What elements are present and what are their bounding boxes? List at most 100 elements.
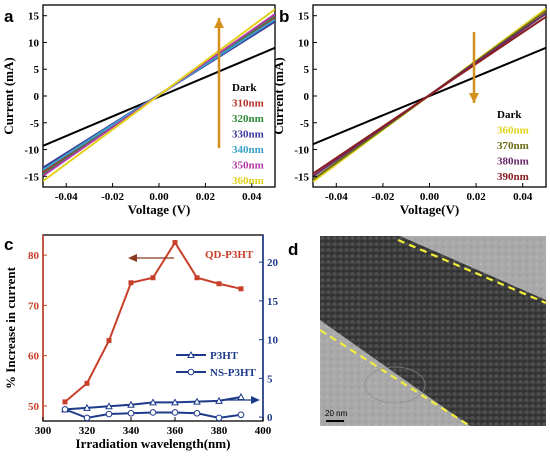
data-point-p3ht bbox=[215, 396, 223, 404]
series-line-390nm bbox=[313, 15, 546, 175]
legend-entry-360nm: 360nm bbox=[497, 125, 529, 137]
series-group-b bbox=[313, 7, 546, 183]
y-tick-label: 10 bbox=[298, 37, 310, 49]
data-point-qd-p3ht bbox=[128, 280, 134, 286]
data-point-p3ht bbox=[193, 397, 201, 405]
panel-label-c: c bbox=[4, 235, 13, 254]
data-point-qd-p3ht bbox=[106, 338, 112, 344]
y-right-tick-label: 15 bbox=[267, 296, 279, 308]
trend-arrow-head bbox=[469, 93, 479, 103]
data-point-qd-p3ht bbox=[62, 399, 68, 405]
x-axis-label: Voltage (V) bbox=[128, 202, 191, 217]
legend-entry-380nm: 380nm bbox=[497, 156, 529, 168]
x-tick-label: 300 bbox=[35, 425, 52, 437]
data-point-qd-p3ht bbox=[172, 240, 178, 246]
legend-entry-320nm: 320nm bbox=[232, 113, 264, 125]
y-right-tick-label: 20 bbox=[267, 257, 279, 269]
x-axis-label: Irradiation wavelength(nm) bbox=[76, 436, 231, 451]
data-point-ns-p3ht bbox=[215, 414, 223, 421]
tem-lower-region bbox=[320, 320, 470, 426]
x-tick-label: 0.02 bbox=[466, 191, 486, 203]
y-right-tick-label: 10 bbox=[267, 335, 279, 347]
data-point-p3ht bbox=[127, 400, 135, 408]
data-point-ns-p3ht bbox=[105, 410, 113, 418]
legend-entry-340nm: 340nm bbox=[232, 144, 264, 156]
scale-bar-label: 20 nm bbox=[325, 409, 348, 418]
data-point-ns-p3ht bbox=[61, 406, 69, 413]
x-tick-label: 0.00 bbox=[149, 191, 169, 203]
qd-axis-arrow-head bbox=[128, 254, 137, 262]
y-tick-label: -10 bbox=[294, 145, 309, 157]
y-tick-label: 0 bbox=[34, 91, 40, 103]
y-left-tick-label: 80 bbox=[28, 250, 40, 262]
data-point-qd-p3ht bbox=[150, 275, 156, 281]
legend-entry-370nm: 370nm bbox=[497, 140, 529, 152]
legend-entry-dark: Dark bbox=[497, 109, 522, 121]
data-point-ns-p3ht bbox=[83, 414, 91, 421]
data-point-qd-p3ht bbox=[84, 380, 90, 386]
y-axis-label: Current (mA) bbox=[271, 57, 286, 134]
panel-label-d: d bbox=[288, 240, 298, 259]
trend-arrow-head bbox=[214, 18, 224, 28]
x-tick-label: -0.02 bbox=[371, 191, 394, 203]
panel-label-b: b bbox=[279, 7, 289, 26]
x-tick-label: 0.04 bbox=[513, 191, 533, 203]
chart-c: 300 320 340 360 380 400 50 60 70 80 0 5 10 15 20 Irradi… bbox=[3, 234, 279, 451]
y-left-tick-label: 70 bbox=[28, 300, 40, 312]
y-left-tick-label: 50 bbox=[28, 401, 40, 413]
data-point-ns-p3ht bbox=[193, 409, 201, 417]
series-line-360nm bbox=[43, 8, 275, 182]
x-tick-label: 360 bbox=[167, 425, 184, 437]
legend-entry-360nm: 360nm bbox=[232, 175, 264, 187]
blue-axis-arrow-head bbox=[251, 396, 260, 404]
data-point-p3ht bbox=[171, 398, 179, 406]
data-point-ns-p3ht bbox=[149, 409, 157, 416]
chart-b: -0.04 -0.02 0.00 0.02 0.04 -15 -10 -5 0 5 10 15 Volt… bbox=[271, 4, 547, 217]
legend-entry-350nm: 350nm bbox=[232, 160, 264, 172]
tem-image: 20 nm bbox=[319, 236, 547, 427]
y-tick-label: 15 bbox=[298, 11, 310, 23]
chart-a: -0.04 -0.02 0.00 0.02 0.04 -15 -10 -5 0 5 10 15 Volt… bbox=[1, 4, 276, 217]
panel-label-a: a bbox=[4, 7, 14, 26]
data-point-p3ht bbox=[149, 398, 157, 406]
y-tick-label: 10 bbox=[28, 37, 40, 49]
data-point-qd-p3ht bbox=[238, 286, 244, 292]
x-tick-label: 0.04 bbox=[242, 191, 262, 203]
tem-film-band bbox=[320, 236, 546, 426]
y-tick-label: -10 bbox=[24, 145, 39, 157]
x-tick-label: 380 bbox=[211, 425, 228, 437]
y-tick-label: -15 bbox=[294, 171, 309, 183]
x-tick-label: 340 bbox=[123, 425, 140, 437]
legend-entry-330nm: 330nm bbox=[232, 129, 264, 141]
legend-entry-dark: Dark bbox=[232, 82, 257, 94]
y-tick-label: 5 bbox=[34, 64, 40, 76]
x-tick-label: -0.04 bbox=[55, 191, 78, 203]
y-axis-label: % Increase in current bbox=[3, 266, 18, 389]
legend-marker-p3ht bbox=[187, 350, 195, 358]
data-point-qd-p3ht bbox=[216, 281, 222, 287]
series-label-qd-p3ht: QD-P3HT bbox=[205, 249, 254, 261]
x-tick-label: -0.04 bbox=[325, 191, 348, 203]
x-tick-label: 400 bbox=[255, 425, 272, 437]
legend-entry-310nm: 310nm bbox=[232, 98, 264, 110]
legend-label-p3ht: P3HT bbox=[210, 350, 239, 362]
data-point-ns-p3ht bbox=[237, 411, 245, 419]
series-line-dark bbox=[43, 46, 275, 147]
y-axis-label: Current (mA) bbox=[1, 57, 16, 134]
film-edge-lower bbox=[319, 329, 471, 427]
x-tick-label: -0.02 bbox=[101, 191, 124, 203]
y-tick-label: 0 bbox=[304, 91, 310, 103]
y-tick-label: 5 bbox=[304, 64, 310, 76]
legend-label-ns-p3ht: NS-P3HT bbox=[210, 367, 257, 379]
tem-feature bbox=[364, 366, 426, 404]
x-tick-label: 0.00 bbox=[420, 191, 440, 203]
y-tick-label: -5 bbox=[30, 118, 40, 130]
data-point-ns-p3ht bbox=[127, 409, 135, 417]
series-group-c bbox=[61, 240, 245, 421]
y-left-tick-label: 60 bbox=[28, 351, 40, 363]
y-tick-label: 15 bbox=[28, 11, 40, 23]
x-tick-label: 320 bbox=[79, 425, 96, 437]
data-point-qd-p3ht bbox=[194, 275, 200, 281]
data-point-p3ht bbox=[105, 402, 113, 410]
